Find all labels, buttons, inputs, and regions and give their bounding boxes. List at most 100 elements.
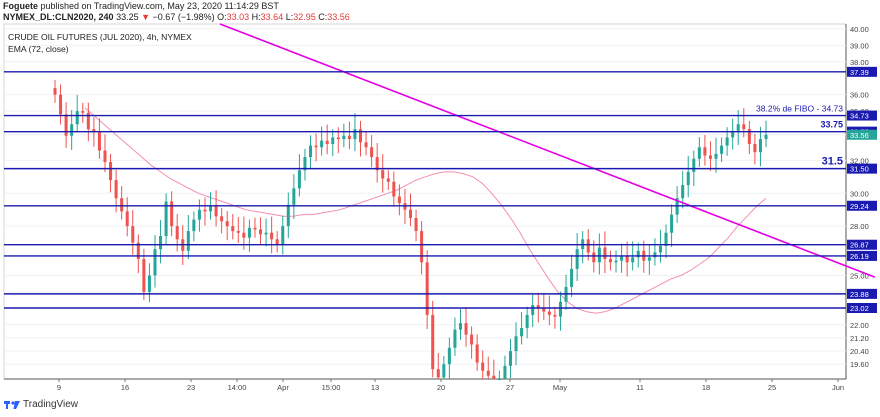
candle-body[interactable] bbox=[270, 232, 274, 240]
candle-body[interactable] bbox=[70, 124, 74, 136]
candle-body[interactable] bbox=[214, 206, 218, 217]
candle-body[interactable] bbox=[514, 336, 518, 352]
candle-body[interactable] bbox=[259, 229, 263, 235]
candle-body[interactable] bbox=[103, 150, 107, 163]
candle-body[interactable] bbox=[336, 137, 340, 140]
candle-body[interactable] bbox=[525, 314, 529, 329]
candle-body[interactable] bbox=[303, 157, 307, 171]
candle-body[interactable] bbox=[458, 323, 463, 330]
candle-body[interactable] bbox=[570, 268, 574, 287]
candle-body[interactable] bbox=[658, 245, 662, 253]
candle-body[interactable] bbox=[631, 257, 635, 263]
candle-body[interactable] bbox=[586, 239, 590, 253]
candle-body[interactable] bbox=[414, 217, 418, 232]
candle-body[interactable] bbox=[236, 231, 240, 233]
candle-body[interactable] bbox=[320, 140, 324, 148]
candle-body[interactable] bbox=[620, 255, 624, 261]
candle-body[interactable] bbox=[131, 226, 135, 243]
candle-body[interactable] bbox=[492, 375, 496, 379]
candle-body[interactable] bbox=[536, 305, 540, 309]
candle-body[interactable] bbox=[731, 130, 735, 138]
candle-body[interactable] bbox=[697, 147, 701, 159]
candle-body[interactable] bbox=[603, 247, 607, 260]
candle-body[interactable] bbox=[686, 171, 690, 186]
candle-body[interactable] bbox=[364, 142, 368, 148]
candle-body[interactable] bbox=[442, 364, 446, 378]
candle-body[interactable] bbox=[481, 362, 485, 371]
candle-body[interactable] bbox=[197, 209, 201, 220]
candle-body[interactable] bbox=[542, 308, 546, 312]
candle-body[interactable] bbox=[575, 249, 579, 269]
candle-body[interactable] bbox=[125, 211, 129, 227]
candle-body[interactable] bbox=[347, 135, 351, 140]
candle-body[interactable] bbox=[436, 369, 440, 378]
candle-body[interactable] bbox=[86, 112, 90, 130]
candle-body[interactable] bbox=[420, 231, 424, 263]
candle-body[interactable] bbox=[531, 305, 535, 315]
candle-body[interactable] bbox=[53, 88, 57, 95]
candle-body[interactable] bbox=[397, 196, 401, 204]
candle-body[interactable] bbox=[275, 239, 279, 245]
candle-body[interactable] bbox=[142, 259, 146, 292]
candle-body[interactable] bbox=[592, 252, 596, 263]
candle-body[interactable] bbox=[253, 227, 257, 230]
candle-body[interactable] bbox=[147, 275, 151, 292]
candle-body[interactable] bbox=[164, 201, 168, 237]
candle-body[interactable] bbox=[453, 329, 457, 348]
candle-body[interactable] bbox=[225, 221, 229, 227]
candle-body[interactable] bbox=[758, 139, 762, 153]
author-name[interactable]: Foguete bbox=[3, 1, 38, 11]
candle-body[interactable] bbox=[325, 140, 329, 144]
candle-body[interactable] bbox=[647, 257, 651, 261]
candle-body[interactable] bbox=[231, 226, 235, 232]
candle-body[interactable] bbox=[747, 129, 751, 144]
candle-body[interactable] bbox=[247, 227, 251, 238]
candle-body[interactable] bbox=[264, 232, 268, 235]
candle-body[interactable] bbox=[664, 232, 668, 246]
candle-body[interactable] bbox=[192, 219, 196, 232]
candle-body[interactable] bbox=[358, 129, 363, 143]
candle-body[interactable] bbox=[558, 301, 562, 317]
candle-body[interactable] bbox=[114, 180, 118, 199]
candle-body[interactable] bbox=[681, 185, 685, 199]
candle-body[interactable] bbox=[692, 158, 696, 172]
candle-body[interactable] bbox=[136, 242, 140, 260]
candle-body[interactable] bbox=[670, 214, 674, 233]
candle-body[interactable] bbox=[764, 134, 768, 140]
candle-body[interactable] bbox=[242, 232, 246, 238]
candle-body[interactable] bbox=[553, 314, 557, 317]
candle-body[interactable] bbox=[186, 231, 190, 251]
candle-body[interactable] bbox=[120, 198, 124, 212]
candle-body[interactable] bbox=[708, 155, 712, 159]
candle-body[interactable] bbox=[370, 147, 374, 158]
candle-body[interactable] bbox=[625, 255, 629, 263]
candle-body[interactable] bbox=[220, 216, 224, 222]
candle-body[interactable] bbox=[286, 204, 290, 227]
candle-body[interactable] bbox=[703, 147, 707, 156]
candle-body[interactable] bbox=[431, 314, 435, 370]
candle-body[interactable] bbox=[736, 124, 740, 131]
tradingview-logo[interactable]: TradingView bbox=[4, 399, 78, 410]
candle-body[interactable] bbox=[353, 129, 357, 140]
candle-body[interactable] bbox=[725, 137, 729, 146]
candle-body[interactable] bbox=[503, 365, 507, 379]
candle-body[interactable] bbox=[75, 111, 79, 125]
candle-body[interactable] bbox=[653, 252, 657, 258]
candle-body[interactable] bbox=[720, 145, 724, 154]
candle-body[interactable] bbox=[636, 250, 640, 258]
candle-body[interactable] bbox=[153, 249, 157, 276]
candle-body[interactable] bbox=[292, 188, 296, 205]
candle-body[interactable] bbox=[714, 153, 718, 159]
candle-body[interactable] bbox=[331, 137, 335, 144]
candle-body[interactable] bbox=[64, 114, 68, 136]
candle-body[interactable] bbox=[520, 328, 524, 337]
candle-body[interactable] bbox=[486, 370, 490, 376]
candle-body[interactable] bbox=[159, 236, 163, 250]
candle-body[interactable] bbox=[508, 351, 513, 366]
symbol-label[interactable]: NYMEX_DL:CLN2020, 240 bbox=[3, 12, 114, 22]
candle-body[interactable] bbox=[81, 111, 85, 113]
candle-body[interactable] bbox=[97, 132, 101, 151]
candle-body[interactable] bbox=[375, 157, 379, 171]
candle-body[interactable] bbox=[597, 247, 601, 263]
